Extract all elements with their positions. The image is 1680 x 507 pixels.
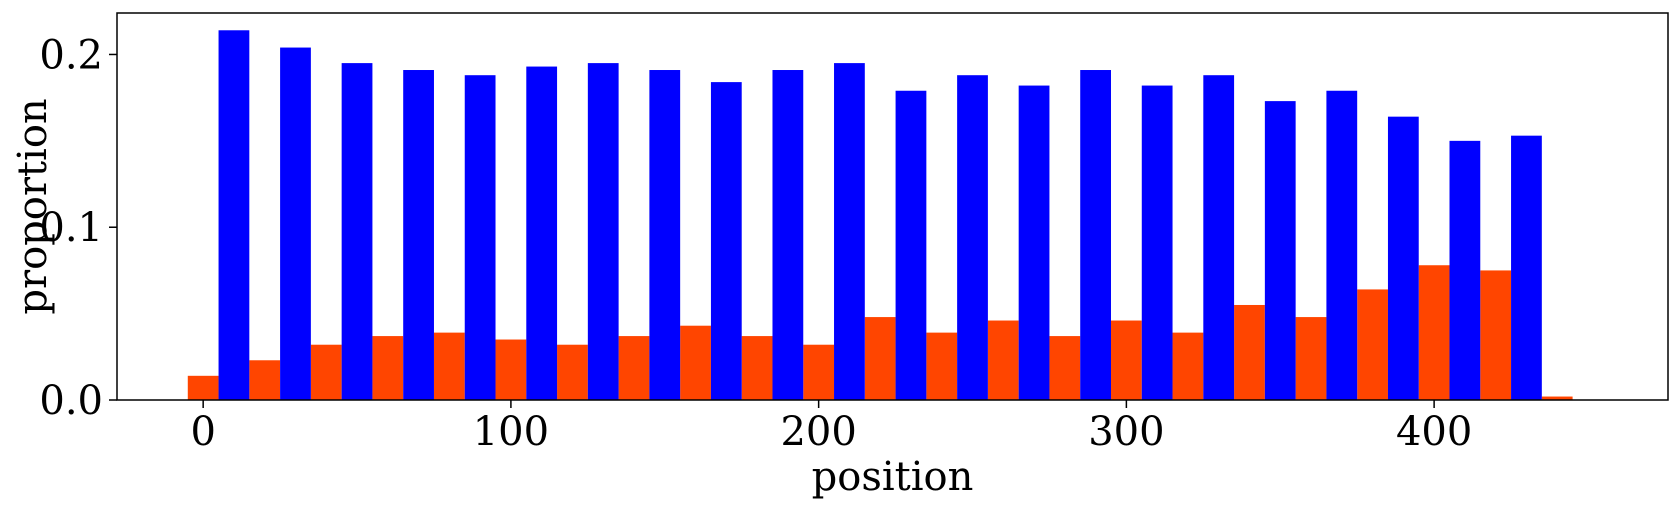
x-tick-label: 0 [190, 409, 215, 455]
bar-series-1-9 [772, 70, 804, 400]
bar-series-0-10 [803, 344, 835, 400]
x-tick-label: 200 [780, 409, 856, 455]
bar-series-1-17 [1264, 101, 1296, 401]
bar-series-1-11 [895, 90, 927, 400]
y-tick-label: 0.2 [39, 32, 103, 78]
bar-series-1-4 [464, 75, 496, 401]
bar-series-1-7 [649, 70, 681, 400]
y-axis: 0.0 0.1 0.2 [39, 32, 117, 424]
bar-series-1-16 [1203, 75, 1235, 401]
bars-group [187, 30, 1573, 401]
bar-series-0-13 [987, 320, 1019, 400]
bar-series-0-5 [495, 339, 527, 400]
bar-series-1-8 [710, 82, 742, 400]
bar-series-0-2 [310, 344, 342, 400]
x-tick-label: 400 [1396, 409, 1472, 455]
bar-series-0-3 [372, 336, 404, 400]
bar-series-1-18 [1326, 90, 1358, 400]
bar-series-1-1 [280, 47, 311, 401]
bar-series-0-8 [680, 325, 711, 400]
bar-series-1-10 [834, 63, 865, 400]
bar-series-0-17 [1234, 304, 1265, 400]
plot-area-frame [116, 12, 1669, 401]
bar-series-0-6 [557, 344, 588, 400]
bar-series-0-14 [1049, 336, 1081, 400]
bar-series-1-14 [1080, 70, 1111, 400]
bar-series-0-12 [926, 332, 958, 400]
bar-series-0-20 [1418, 265, 1450, 400]
y-tick-label: 0.1 [39, 205, 103, 251]
bar-series-0-7 [618, 336, 650, 400]
bar-series-0-21 [1480, 270, 1512, 400]
bar-series-0-11 [864, 317, 896, 400]
bar-series-1-15 [1141, 85, 1173, 400]
bar-series-0-0 [187, 375, 219, 400]
bar-series-0-18 [1295, 317, 1327, 400]
bar-series-1-12 [957, 75, 988, 401]
bar-series-1-20 [1449, 140, 1481, 401]
x-axis: 0 100 200 300 400 [190, 400, 1472, 455]
y-tick-label: 0.0 [39, 378, 103, 424]
bar-series-0-16 [1172, 332, 1204, 400]
bar-series-1-3 [403, 70, 434, 400]
bar-series-1-2 [341, 63, 373, 400]
bar-series-0-19 [1357, 289, 1388, 400]
y-axis-label: proportion [10, 98, 56, 314]
bar-series-0-9 [741, 336, 773, 400]
x-tick-label: 100 [473, 409, 549, 455]
bar-series-1-21 [1511, 135, 1542, 401]
x-axis-label: position [812, 454, 974, 500]
bar-series-1-6 [587, 63, 619, 400]
bar-series-1-0 [218, 30, 250, 400]
bar-series-1-13 [1018, 85, 1050, 400]
bar-series-0-15 [1110, 320, 1142, 400]
bar-series-0-4 [433, 332, 465, 400]
bar-series-0-1 [249, 360, 281, 400]
bar-series-1-5 [526, 66, 558, 400]
bar-series-1-19 [1387, 116, 1419, 401]
bar-series-0-22 [1541, 396, 1573, 400]
x-tick-label: 300 [1088, 409, 1164, 455]
